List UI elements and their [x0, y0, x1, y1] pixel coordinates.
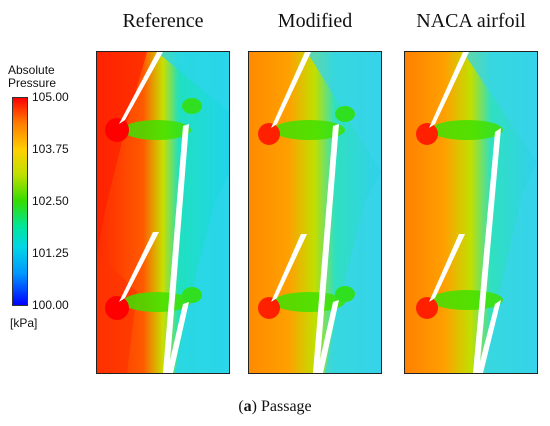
- legend-title-line1: Absolute: [8, 63, 55, 77]
- legend-unit: [kPa]: [10, 316, 38, 330]
- panel-title-modified: Modified: [277, 10, 353, 32]
- panel-title-naca-airfoil: NACA airfoil: [416, 10, 526, 32]
- legend-tick-102-5: 102.50: [32, 194, 69, 208]
- legend-tick-105: 105.00: [32, 90, 69, 104]
- panel-title-reference: Reference: [122, 10, 204, 32]
- legend-title: Absolute Pressure: [8, 64, 56, 90]
- legend-tick-101-25: 101.25: [32, 246, 69, 260]
- color-bar: [12, 97, 28, 306]
- pressure-contour-naca-airfoil: [405, 52, 537, 373]
- legend-title-line2: Pressure: [8, 76, 57, 90]
- caption-text: Passage: [261, 398, 312, 415]
- caption-label: a: [243, 398, 252, 415]
- figure-caption: (a) Passage: [238, 398, 312, 415]
- contour-panel-reference: [96, 51, 230, 374]
- pressure-contour-reference: [97, 52, 229, 373]
- legend-tick-103-75: 103.75: [32, 142, 69, 156]
- contour-panel-modified: [248, 51, 382, 374]
- contour-panel-naca-airfoil: [404, 51, 538, 374]
- legend-tick-100: 100.00: [32, 298, 69, 312]
- pressure-contour-modified: [249, 52, 381, 373]
